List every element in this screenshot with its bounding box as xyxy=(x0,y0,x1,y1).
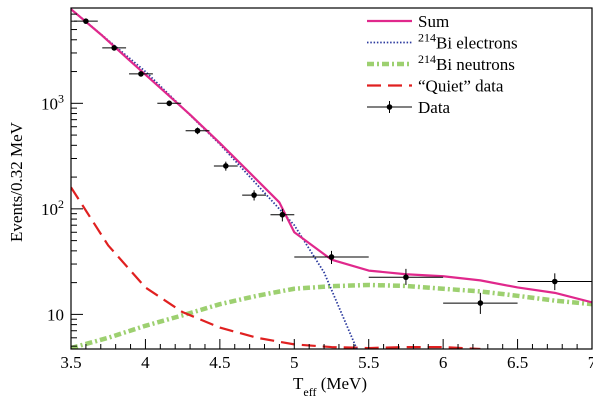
data-point xyxy=(73,18,98,24)
data-point xyxy=(185,127,210,135)
plot-frame xyxy=(70,7,593,350)
data-point xyxy=(213,161,238,171)
legend-entry: 214Bi electrons xyxy=(367,31,518,53)
series-line-3 xyxy=(71,186,481,349)
y-tick-label: 102 xyxy=(41,197,64,219)
y-tick-label: 103 xyxy=(41,91,64,113)
x-tick-label: 5 xyxy=(290,353,299,372)
data-point xyxy=(517,273,592,291)
x-tick-label: 7 xyxy=(588,353,593,372)
x-tick-label: 6 xyxy=(439,353,448,372)
data-point xyxy=(294,250,369,265)
x-tick-label: 3.5 xyxy=(60,353,81,372)
x-tick-label: 4 xyxy=(141,353,150,372)
legend-entry: “Quiet” data xyxy=(367,77,504,96)
data-point xyxy=(242,190,267,201)
x-tick-label: 6.5 xyxy=(507,353,528,372)
data-points xyxy=(73,18,592,314)
legend-entry: Sum xyxy=(367,12,449,31)
x-axis-title: Teff (MeV) xyxy=(293,374,367,399)
legend-label: Data xyxy=(418,98,451,117)
axis-ticks xyxy=(70,7,593,349)
legend-entry-data: Data xyxy=(367,98,451,117)
data-point xyxy=(102,45,127,51)
series-line-2 xyxy=(71,282,592,349)
y-tick-label: 10 xyxy=(47,305,64,324)
legend-label: 214Bi electrons xyxy=(418,31,518,53)
legend-label: “Quiet” data xyxy=(418,77,504,96)
x-tick-label: 5.5 xyxy=(358,353,379,372)
legend-entry: 214Bi neutrons xyxy=(367,52,515,74)
legend-label: 214Bi neutrons xyxy=(418,52,515,74)
x-tick-label: 4.5 xyxy=(209,353,230,372)
series-line-1 xyxy=(71,8,358,349)
tick-labels: 3.5 4 4.5 5 5.5 6 6.5 7 10 102 103 xyxy=(41,91,593,372)
legend-label: Sum xyxy=(418,12,449,31)
y-axis-title: Events/0.32 MeV xyxy=(7,121,26,242)
data-point xyxy=(129,71,153,77)
data-point xyxy=(368,268,444,285)
data-point xyxy=(443,292,518,314)
series-curves xyxy=(71,8,592,349)
data-point xyxy=(270,208,295,222)
data-point xyxy=(157,100,182,107)
series-line-0 xyxy=(71,8,592,304)
